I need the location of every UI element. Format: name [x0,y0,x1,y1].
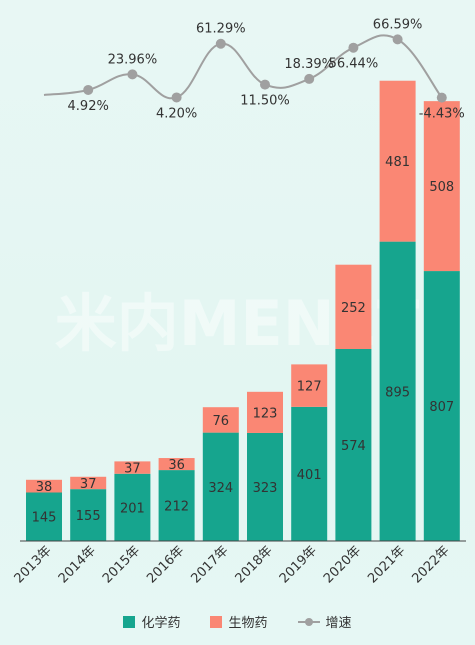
growth-point [260,79,270,90]
growth-label: 56.44% [329,57,379,72]
growth-point [436,92,447,103]
bar-chemical [335,348,372,541]
x-tick-label: 2021年 [365,543,408,586]
growth-point [171,92,182,103]
growth-label: -4.43% [419,107,465,122]
x-tick-label: 2017年 [188,543,231,586]
growth-point [215,38,226,49]
data-label-chemical: 155 [76,509,101,524]
legend-swatch-chemical [123,615,136,628]
legend-label-chemical: 化学药 [141,616,181,631]
x-tick-label: 2015年 [100,543,143,586]
data-label-bio: 252 [341,301,366,316]
bar-bio [202,407,239,433]
data-label-bio: 508 [429,180,454,195]
data-label-bio: 38 [36,480,53,495]
growth-point [348,42,359,53]
bar-bio [379,80,416,242]
data-label-bio: 123 [253,406,278,421]
bar-bio [70,476,107,490]
x-tick-label: 2019年 [277,543,320,586]
data-label-chemical: 324 [208,481,233,496]
bar-chemical [70,489,107,541]
legend-item-bio[interactable]: 生物药 [210,612,268,631]
bar-chemical [158,470,195,541]
legend-swatch-growth [297,616,320,628]
data-label-chemical: 145 [32,511,57,526]
bar-bio [247,391,283,433]
bar-chemical [26,492,62,541]
data-label-chemical: 212 [164,500,189,515]
growth-label: 18.39% [284,57,334,72]
bar-bio [158,458,195,471]
bar-chemical [247,432,283,541]
bar-bio [114,461,151,474]
growth-point [304,73,315,84]
legend: 化学药 生物药 增速 [0,612,475,631]
bar-bio [26,479,62,493]
data-label-bio: 127 [297,380,322,395]
bar-bio [423,101,460,272]
bar-chemical [379,241,416,541]
data-label-bio: 481 [385,155,410,170]
x-tick-label: 2022年 [409,543,452,586]
data-label-chemical: 807 [429,400,454,415]
bar-chemical [291,406,328,541]
x-tick-label: 2020年 [321,543,364,586]
growth-label: 4.92% [68,99,109,114]
data-label-bio: 37 [80,477,97,492]
growth-label: 61.29% [196,22,246,37]
bar-bio [291,364,328,407]
data-label-chemical: 895 [385,385,410,400]
growth-label: 66.59% [373,17,423,32]
x-tick-label: 2013年 [12,543,55,586]
legend-item-chemical[interactable]: 化学药 [123,612,180,631]
data-label-chemical: 201 [120,501,145,516]
bar-bio [335,264,372,349]
growth-point [127,69,138,80]
data-label-bio: 37 [124,462,141,477]
bar-chemical [114,473,151,541]
legend-label-bio: 生物药 [228,616,268,631]
data-label-chemical: 323 [253,481,278,496]
growth-point [83,84,94,95]
bar-chemical [202,432,239,541]
x-tick-label: 2014年 [56,543,99,586]
bar-chemical [423,271,460,541]
growth-label: 4.20% [156,106,197,121]
data-label-chemical: 574 [341,439,366,454]
x-tick-label: 2016年 [144,543,187,586]
legend-swatch-bio [210,615,223,628]
growth-point [392,34,403,45]
data-label-bio: 76 [213,414,230,429]
growth-label: 11.50% [240,94,290,109]
legend-label-growth: 增速 [325,616,352,631]
x-tick-label: 2018年 [233,543,276,586]
data-label-chemical: 401 [297,468,322,483]
data-label-bio: 36 [168,458,185,473]
growth-line [43,34,443,100]
legend-item-growth[interactable]: 增速 [297,612,352,631]
growth-label: 23.96% [108,52,158,67]
